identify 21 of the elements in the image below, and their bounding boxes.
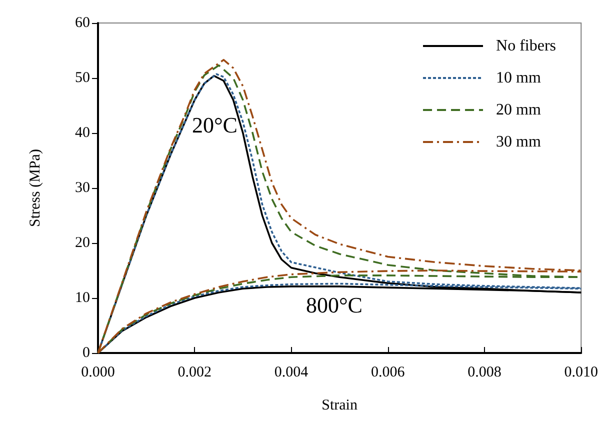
x-tick-label: 0.010 bbox=[564, 364, 598, 380]
legend-label: No fibers bbox=[496, 38, 556, 54]
x-tick-label: 0.008 bbox=[468, 364, 502, 380]
legend-label: 30 mm bbox=[496, 134, 542, 150]
legend-label: 20 mm bbox=[496, 102, 542, 118]
y-tick-label: 50 bbox=[75, 70, 90, 86]
x-tick-label: 0.000 bbox=[81, 364, 115, 380]
x-axis-title: Strain bbox=[322, 398, 358, 414]
y-axis-title: Stress (MPa) bbox=[28, 149, 44, 227]
y-tick-label: 10 bbox=[75, 290, 90, 306]
y-tick-label: 60 bbox=[75, 15, 90, 31]
y-tick-label: 40 bbox=[75, 125, 90, 141]
y-tick-label: 0 bbox=[82, 345, 90, 361]
x-tick-label: 0.002 bbox=[178, 364, 212, 380]
legend-label: 10 mm bbox=[496, 70, 542, 86]
y-tick-label: 30 bbox=[75, 180, 90, 196]
y-tick-label: 20 bbox=[75, 235, 90, 251]
x-tick-label: 0.004 bbox=[274, 364, 309, 380]
annotation: 20°C bbox=[192, 112, 238, 138]
x-tick-label: 0.006 bbox=[371, 364, 406, 380]
annotation: 800°C bbox=[306, 292, 362, 318]
